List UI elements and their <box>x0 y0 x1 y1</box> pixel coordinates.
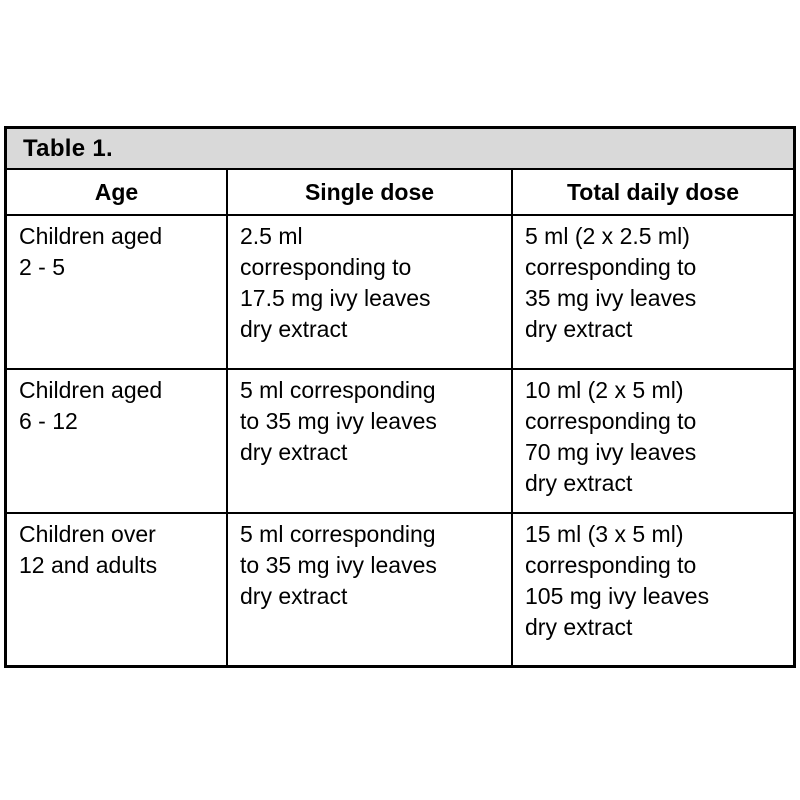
cell-single-dose: 5 ml corresponding to 35 mg ivy leaves d… <box>226 512 513 665</box>
cell-single-dose: 2.5 ml corresponding to 17.5 mg ivy leav… <box>226 214 513 370</box>
cell-age: Children aged 2 - 5 <box>7 214 228 370</box>
cell-age: Children over 12 and adults <box>7 512 228 665</box>
column-header-age: Age <box>7 170 228 216</box>
cell-total-daily-dose: 5 ml (2 x 2.5 ml) corresponding to 35 mg… <box>511 214 793 370</box>
dosage-table: Table 1. Age Single dose Total daily dos… <box>4 126 796 668</box>
cell-age: Children aged 6 - 12 <box>7 368 228 514</box>
table-caption: Table 1. <box>7 129 793 170</box>
column-header-single-dose: Single dose <box>226 170 513 216</box>
header-row: Age Single dose Total daily dose <box>7 170 793 216</box>
table-row: Children over 12 and adults 5 ml corresp… <box>7 512 793 665</box>
dosage-grid: Age Single dose Total daily dose Childre… <box>7 170 793 665</box>
table-row: Children aged 6 - 12 5 ml corresponding … <box>7 368 793 514</box>
cell-single-dose: 5 ml corresponding to 35 mg ivy leaves d… <box>226 368 513 514</box>
column-header-total-daily-dose: Total daily dose <box>511 170 793 216</box>
cell-total-daily-dose: 10 ml (2 x 5 ml) corresponding to 70 mg … <box>511 368 793 514</box>
cell-total-daily-dose: 15 ml (3 x 5 ml) corresponding to 105 mg… <box>511 512 793 665</box>
table-row: Children aged 2 - 5 2.5 ml corresponding… <box>7 214 793 370</box>
